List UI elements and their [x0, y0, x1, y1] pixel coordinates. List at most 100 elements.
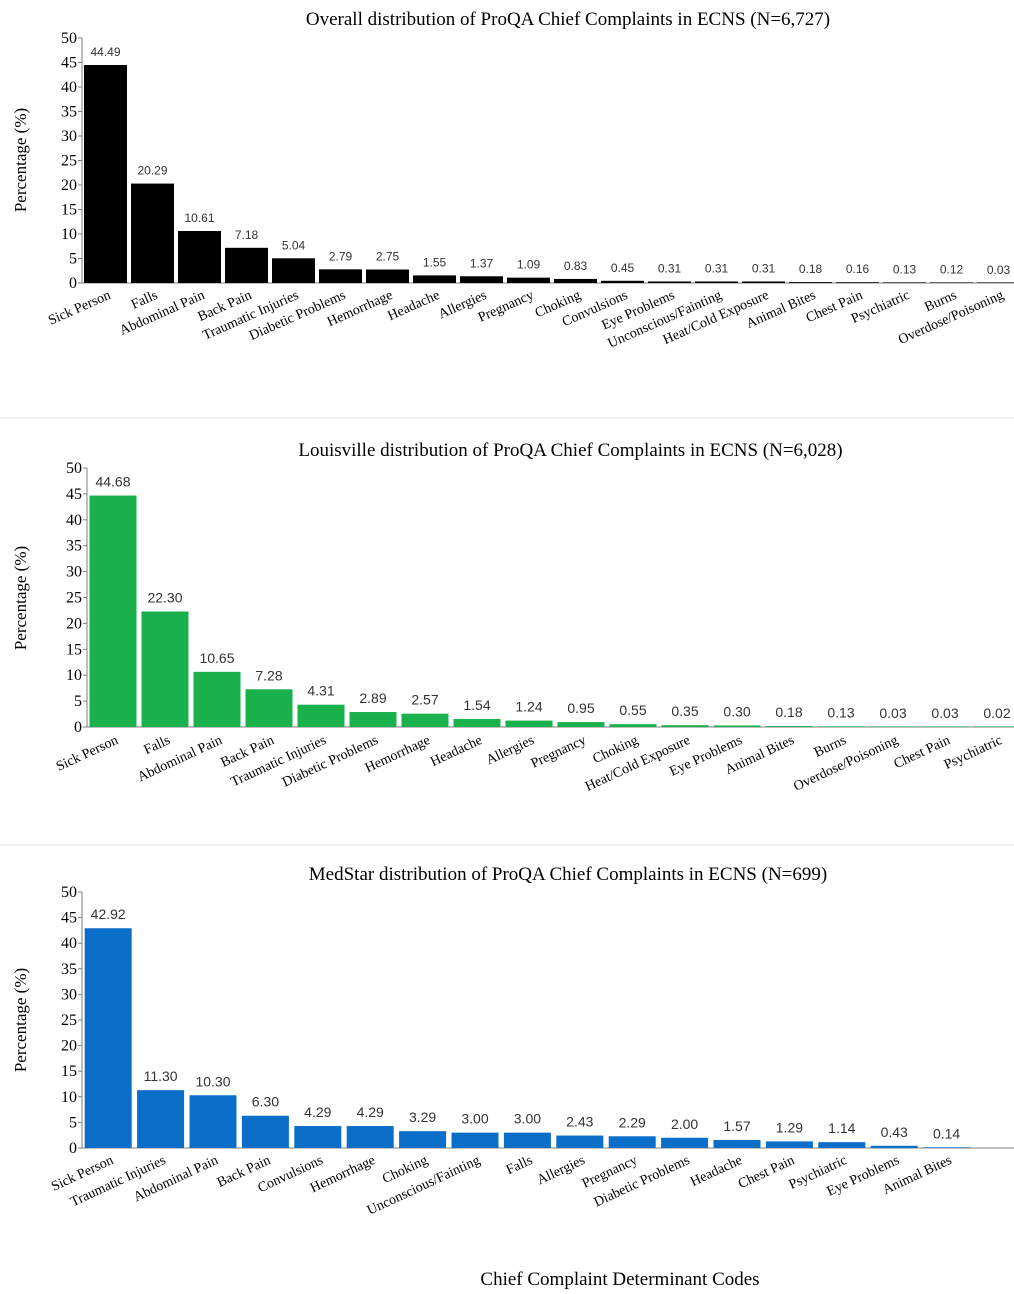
data-label: 1.09 [517, 258, 541, 272]
bar [413, 275, 456, 283]
data-label: 0.35 [671, 703, 698, 719]
bar [503, 1132, 551, 1148]
data-label: 4.29 [357, 1104, 384, 1120]
bar [225, 247, 268, 283]
data-label: 2.75 [376, 250, 400, 264]
bar [451, 1132, 499, 1148]
data-label: 4.31 [307, 683, 334, 699]
data-label: 6.30 [252, 1094, 279, 1110]
bar [349, 712, 397, 727]
bar [608, 1136, 656, 1148]
category-label: Headache [688, 1153, 744, 1190]
data-label: 0.83 [564, 259, 588, 273]
data-label: 3.29 [409, 1109, 436, 1125]
category-label: Abdominal Pain [118, 288, 208, 339]
category-label: Headache [386, 288, 443, 324]
data-label: 4.29 [304, 1104, 331, 1120]
data-label: 0.02 [983, 705, 1010, 721]
bar [507, 277, 550, 283]
bar [601, 280, 644, 283]
data-label: 3.00 [514, 1111, 541, 1127]
data-label: 0.45 [611, 261, 635, 275]
data-label: 0.31 [752, 261, 776, 275]
y-tick-label: 5 [69, 251, 77, 268]
y-tick-label: 5 [74, 693, 82, 710]
bar [870, 1145, 918, 1148]
data-label: 1.14 [828, 1120, 855, 1136]
data-label: 10.61 [184, 211, 214, 225]
y-tick-label: 15 [61, 202, 77, 219]
bar [789, 282, 832, 283]
y-tick-label: 30 [61, 128, 77, 145]
category-label: Headache [428, 733, 484, 770]
y-tick-label: 15 [61, 1063, 77, 1080]
data-label: 0.03 [931, 705, 958, 721]
data-label: 7.18 [235, 228, 259, 242]
data-label: 22.30 [147, 589, 182, 605]
category-label: Chest Pain [736, 1153, 797, 1192]
bar [366, 269, 409, 283]
y-tick-label: 10 [66, 667, 82, 684]
data-label: 1.29 [776, 1119, 803, 1135]
bar [695, 281, 738, 283]
category-label: Chest Pain [892, 733, 953, 772]
data-label: 11.30 [144, 1068, 178, 1084]
data-label: 0.03 [879, 705, 906, 721]
chart-title: MedStar distribution of ProQA Chief Comp… [309, 864, 827, 885]
y-axis-title: Percentage (%) [11, 968, 30, 1072]
data-label: 0.16 [846, 262, 870, 276]
y-tick-label: 35 [61, 104, 77, 121]
data-label: 20.29 [137, 164, 167, 178]
chart-title: Overall distribution of ProQA Chief Comp… [306, 9, 830, 30]
bar [817, 726, 865, 727]
category-label: Allergies [535, 1153, 588, 1188]
category-label: Sick Person [46, 288, 113, 329]
bar [661, 1137, 709, 1148]
bar [883, 282, 926, 283]
bar [505, 720, 553, 727]
bar [765, 726, 813, 727]
bar [346, 1126, 394, 1148]
y-tick-label: 20 [61, 177, 77, 194]
data-label: 0.03 [987, 263, 1011, 277]
bar [818, 1142, 866, 1148]
data-label: 2.43 [566, 1114, 593, 1130]
data-label: 1.54 [463, 697, 490, 713]
bar [609, 724, 657, 727]
bar [557, 722, 605, 727]
data-label: 0.95 [567, 700, 594, 716]
data-label: 0.12 [940, 262, 964, 276]
data-label: 0.18 [775, 704, 802, 720]
y-tick-label: 20 [66, 615, 82, 632]
y-tick-label: 50 [66, 460, 82, 477]
data-label: 0.18 [799, 262, 823, 276]
category-label: Sick Person [54, 733, 121, 775]
bar [923, 1147, 971, 1148]
bar [193, 671, 241, 727]
data-label: 42.92 [91, 906, 126, 922]
y-tick-label: 20 [61, 1038, 77, 1055]
data-label: 10.30 [195, 1073, 230, 1089]
bar [453, 719, 501, 727]
bar [836, 282, 879, 283]
bar [399, 1131, 447, 1148]
data-label: 5.04 [282, 238, 306, 252]
bar [319, 269, 362, 283]
y-tick-label: 0 [69, 1140, 77, 1157]
y-tick-label: 25 [61, 1012, 77, 1029]
y-tick-label: 45 [61, 55, 77, 72]
data-label: 0.55 [619, 702, 646, 718]
data-label: 0.30 [723, 703, 750, 719]
bar [713, 725, 761, 727]
bar [554, 278, 597, 283]
y-tick-label: 45 [66, 486, 82, 503]
y-tick-label: 15 [66, 641, 82, 658]
y-tick-label: 10 [61, 1089, 77, 1106]
y-tick-label: 5 [69, 1114, 77, 1131]
bar [713, 1139, 761, 1148]
y-tick-label: 25 [66, 590, 82, 607]
bar [556, 1135, 604, 1148]
bar [272, 258, 315, 283]
chart-title: Louisville distribution of ProQA Chief C… [298, 440, 842, 461]
